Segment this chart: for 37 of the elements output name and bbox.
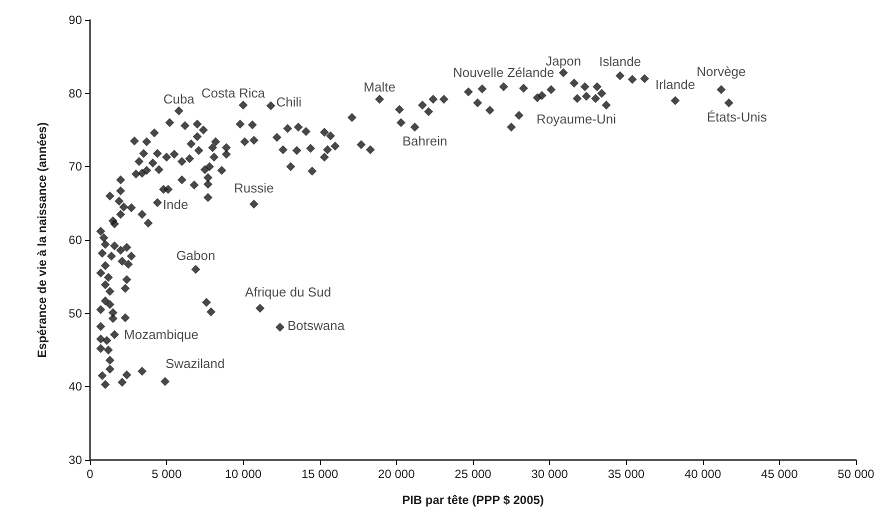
y-tick-label: 40 <box>68 380 82 394</box>
x-tick-label: 25 000 <box>454 467 492 481</box>
annotation: Russie <box>234 180 274 196</box>
y-tick-label: 30 <box>68 453 82 467</box>
annotation: Costa Rica <box>201 86 266 101</box>
annotation: Botswana <box>287 318 346 333</box>
y-tick-label: 60 <box>68 233 82 247</box>
annotation: Norvège <box>696 64 746 80</box>
y-axis-title: Espérance de vie à la naissance (années) <box>35 122 49 358</box>
annotation: Swaziland <box>165 356 225 372</box>
x-tick-label: 50 000 <box>838 467 875 481</box>
x-tick-label: 40 000 <box>684 467 722 481</box>
annotation: Gabon <box>176 248 216 263</box>
annotation: Chili <box>276 94 302 110</box>
x-tick-label: 10 000 <box>224 467 262 481</box>
annotation: Cuba <box>163 91 196 106</box>
y-tick-label: 80 <box>68 86 82 100</box>
y-tick-label: 90 <box>68 13 82 27</box>
y-tick-label: 70 <box>68 160 82 174</box>
x-tick-label: 5 000 <box>152 467 182 481</box>
x-axis-title: PIB par tête (PPP $ 2005) <box>402 493 544 507</box>
y-tick-label: 50 <box>68 306 82 320</box>
annotation: Royaume-Uni <box>536 112 616 127</box>
annotation: Irlande <box>655 77 696 92</box>
annotation: Afrique du Sud <box>245 284 332 300</box>
x-tick-label: 15 000 <box>301 467 338 481</box>
x-tick-label: 0 <box>86 467 94 481</box>
annotation: États-Unis <box>706 109 768 124</box>
annotation: Mozambique <box>124 327 198 342</box>
x-tick-label: 30 000 <box>531 467 568 481</box>
x-tick-label: 45 000 <box>761 467 798 481</box>
annotation: Malte <box>364 80 396 95</box>
annotation: Bahrein <box>402 134 448 149</box>
x-tick-label: 20 000 <box>378 467 416 481</box>
annotation: Islande <box>599 54 642 70</box>
annotation: Inde <box>162 197 188 212</box>
x-tick-label: 35 000 <box>608 467 645 481</box>
